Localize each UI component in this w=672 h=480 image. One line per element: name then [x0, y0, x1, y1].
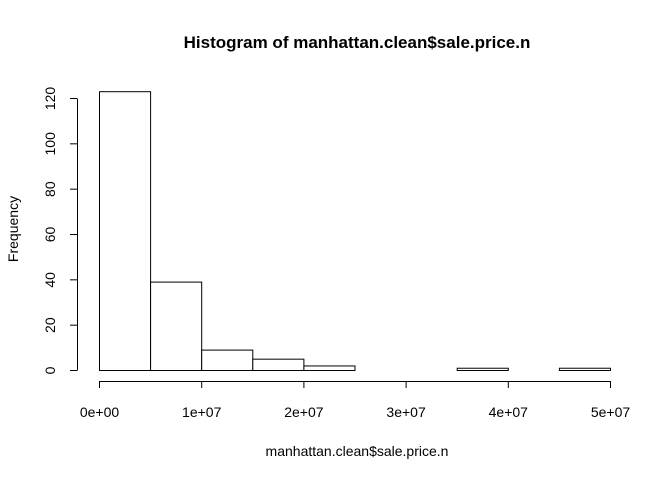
x-axis-label: manhattan.clean$sale.price.n [266, 443, 449, 459]
y-tick-label: 120 [42, 87, 58, 111]
y-tick-label: 100 [42, 132, 58, 156]
histogram-bar-2 [150, 281, 203, 372]
x-axis: 0e+00 1e+07 2e+07 3e+07 4e+07 5e+07 [80, 381, 631, 420]
x-tick-label: 4e+07 [489, 404, 529, 420]
y-tick-label: 80 [42, 181, 58, 197]
y-axis: 0 20 40 60 80 100 120 [42, 87, 78, 374]
histogram-bar-4 [252, 358, 305, 371]
histogram-bar-5 [303, 365, 356, 372]
x-tick-label: 2e+07 [284, 404, 324, 420]
y-tick-label: 20 [42, 317, 58, 333]
bars-group [99, 91, 612, 372]
y-tick-label: 60 [42, 227, 58, 243]
histogram-bar-1 [99, 91, 152, 371]
chart-title: Histogram of manhattan.clean$sale.price.… [184, 33, 531, 52]
x-tick-label: 0e+00 [80, 404, 120, 420]
x-tick-label: 3e+07 [386, 404, 426, 420]
y-axis-label: Frequency [5, 196, 21, 262]
y-tick-label: 40 [42, 272, 58, 288]
y-tick-label: 0 [42, 366, 58, 374]
histogram-bar-10 [558, 367, 612, 372]
x-tick-label: 5e+07 [591, 404, 631, 420]
histogram-bar-8 [456, 367, 509, 372]
histogram-bar-3 [201, 349, 254, 372]
x-tick-label: 1e+07 [182, 404, 222, 420]
